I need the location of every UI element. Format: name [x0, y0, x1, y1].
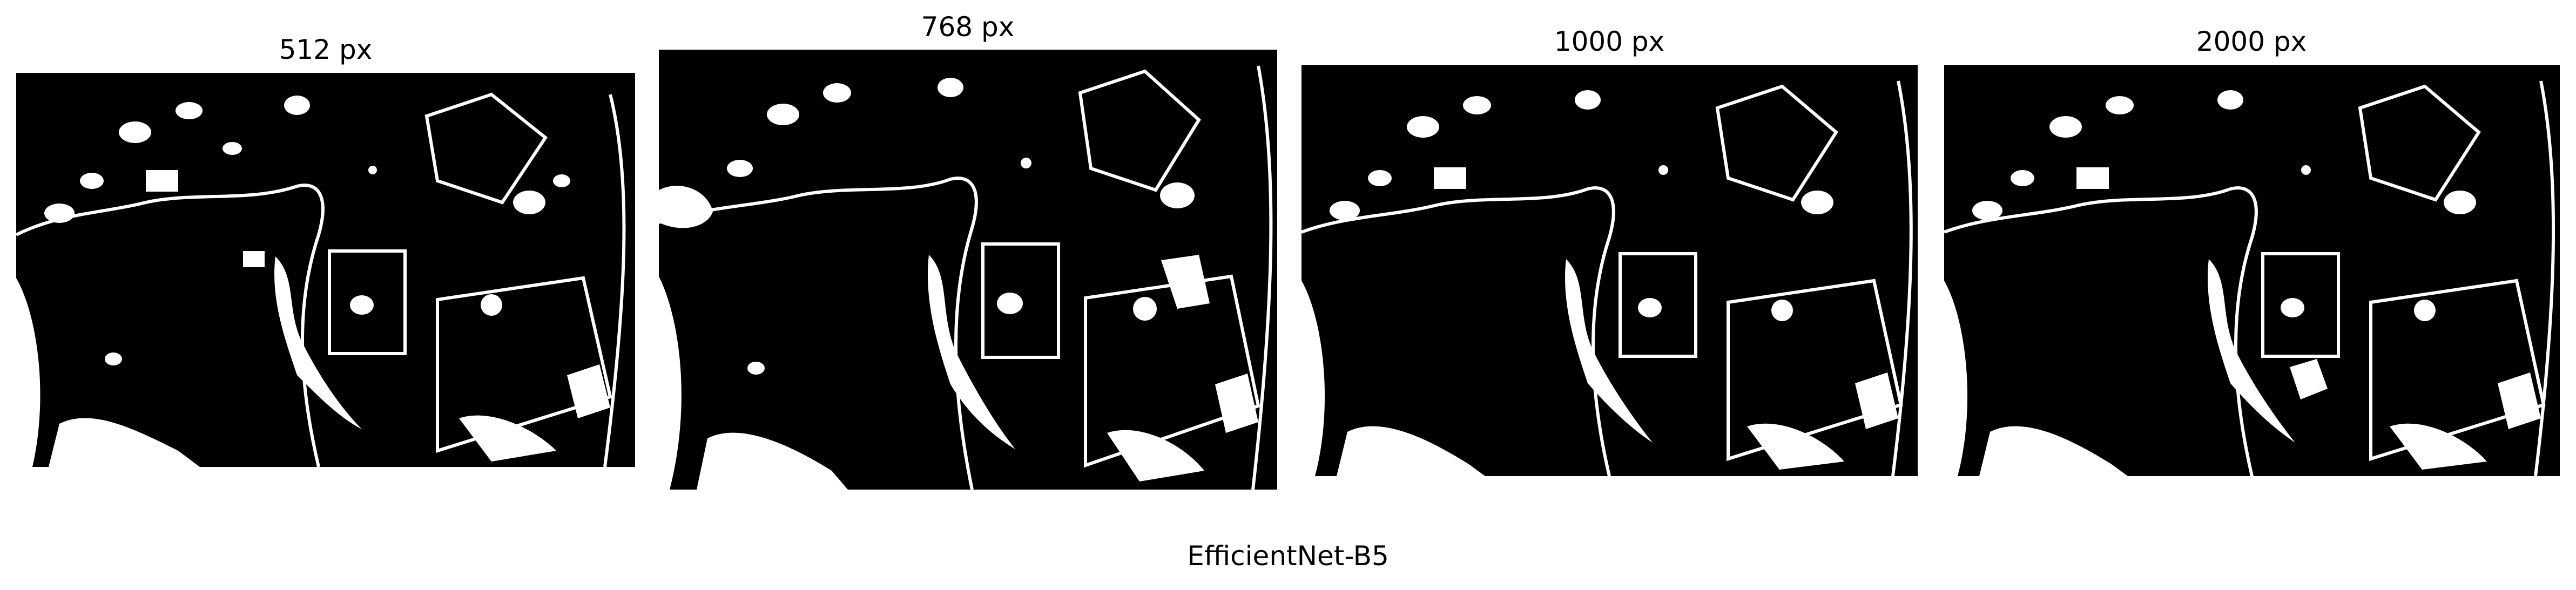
- segmentation-mask-768: [659, 50, 1277, 490]
- segmentation-mask-1000: [1302, 65, 1918, 476]
- mask-shapes-768: [659, 65, 1273, 490]
- mask-shapes-1000: [1302, 80, 1913, 476]
- segmentation-mask-2000: [1944, 65, 2560, 476]
- figure-caption: EfficientNet-B5: [1187, 540, 1389, 572]
- panel-title-2000: 2000 px: [2196, 26, 2307, 57]
- panel-title-768: 768 px: [921, 11, 1015, 43]
- mask-shapes-2000: [1944, 80, 2555, 476]
- panel-title-1000: 1000 px: [1554, 26, 1665, 57]
- mask-shapes-512: [16, 92, 626, 467]
- segmentation-mask-512: [16, 73, 635, 467]
- panel-title-512: 512 px: [279, 34, 373, 65]
